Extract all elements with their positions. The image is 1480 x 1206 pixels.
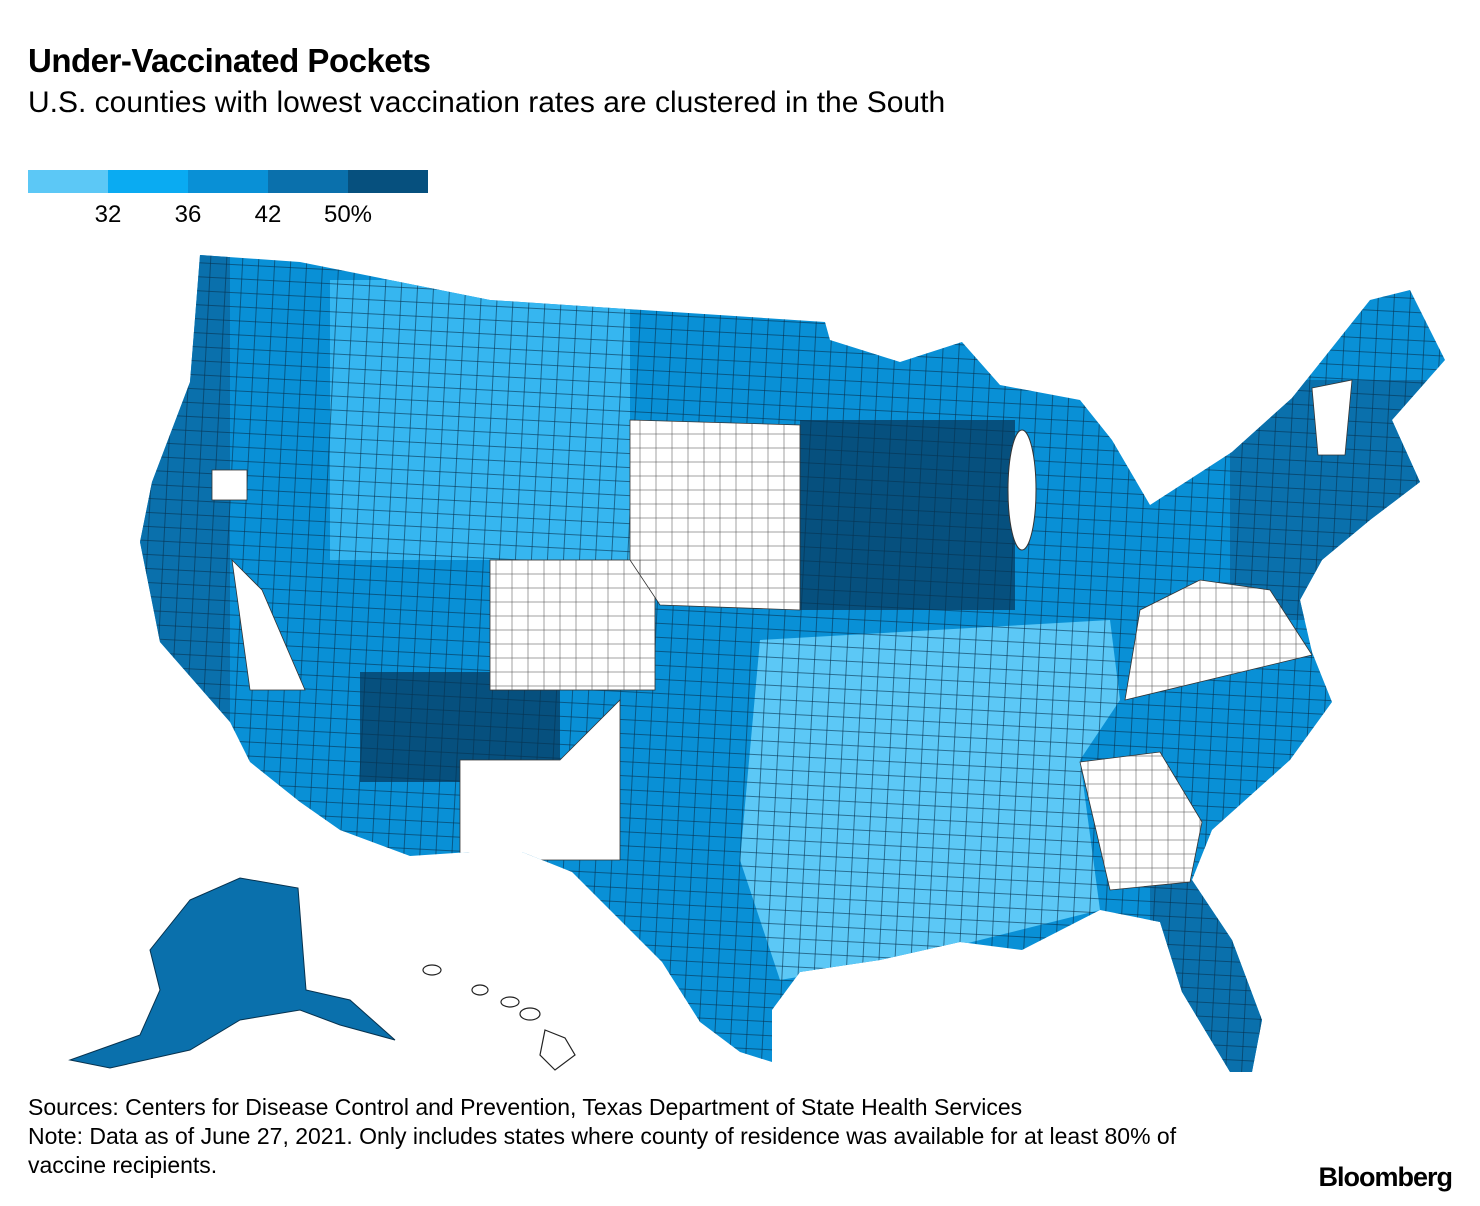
no-data-counties [630, 420, 800, 610]
legend: 32 36 42 50% [28, 170, 428, 228]
legend-swatch [188, 170, 268, 193]
legend-swatch [268, 170, 348, 193]
legend-swatch [108, 170, 188, 193]
lake-michigan [1007, 429, 1037, 551]
county-lines [140, 255, 1445, 1072]
legend-tick-label: 32 [95, 201, 122, 228]
legend-swatch [348, 170, 428, 193]
no-data-region [459, 699, 621, 861]
legend-tick-label: 36 [175, 201, 202, 228]
no-data-counties [490, 560, 655, 690]
no-data-counties [1125, 580, 1312, 700]
logo: Bloomberg [1318, 1162, 1453, 1192]
footer: Sources: Centers for Disease Control and… [28, 1093, 1228, 1180]
no-data-region [231, 558, 306, 691]
no-data-region [1311, 379, 1353, 456]
alaska [68, 877, 396, 1069]
legend-tick-label: 50% [324, 201, 372, 228]
no-data-region [211, 469, 248, 501]
contiguous-us [140, 255, 1445, 1072]
island [519, 1007, 541, 1021]
note: Note: Data as of June 27, 2021. Only inc… [28, 1123, 1177, 1178]
legend-tick-label: 42 [255, 201, 282, 228]
island [471, 984, 489, 996]
hawaii [422, 964, 576, 1071]
title: Under-Vaccinated Pockets [28, 42, 431, 79]
subtitle: U.S. counties with lowest vaccination ra… [28, 86, 946, 119]
no-data-counties [1080, 752, 1202, 890]
sources: Sources: Centers for Disease Control and… [28, 1094, 1023, 1120]
island [422, 964, 442, 976]
island [539, 1029, 576, 1071]
legend-swatch [28, 170, 108, 193]
island [500, 996, 520, 1008]
